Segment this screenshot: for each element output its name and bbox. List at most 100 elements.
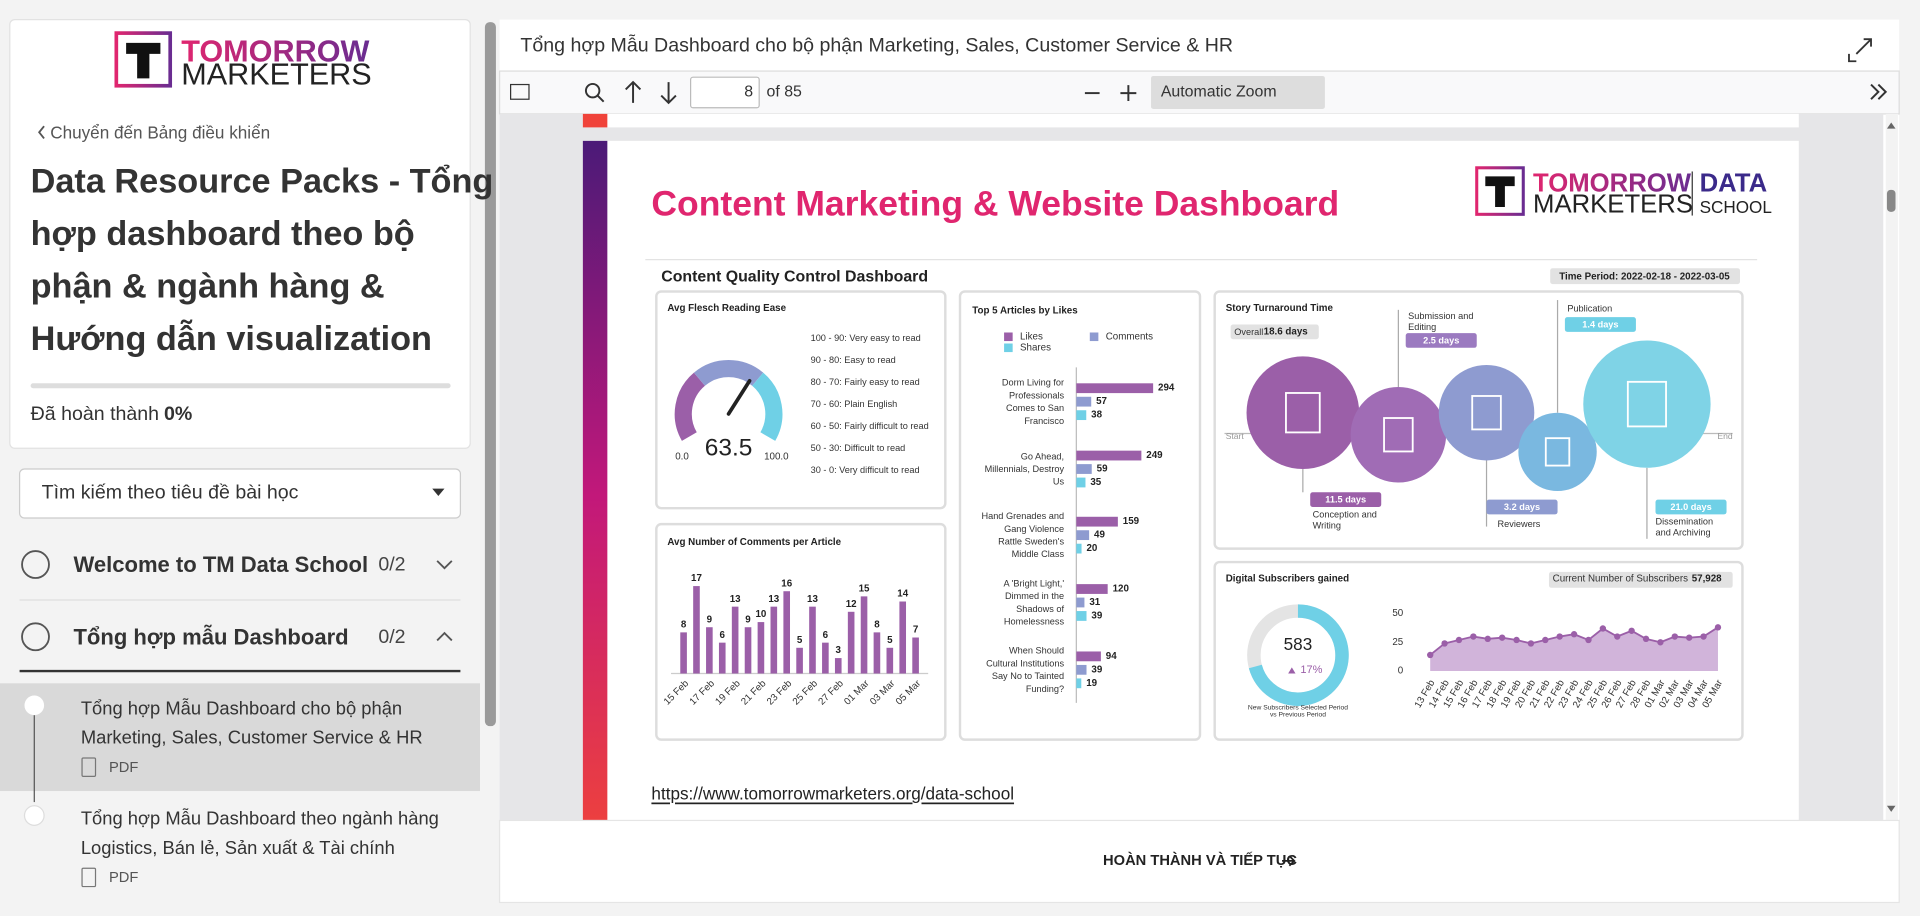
gauge-legend: 90 - 80: Easy to read bbox=[811, 355, 896, 365]
bar-label: 57 bbox=[1096, 396, 1107, 407]
bar bbox=[1076, 678, 1082, 689]
logo-text: TOMORROW bbox=[1533, 170, 1692, 198]
article-title: Professionals bbox=[1009, 390, 1064, 400]
bar bbox=[744, 627, 752, 674]
stage-value: 1.4 days bbox=[1582, 320, 1618, 330]
search-box[interactable] bbox=[18, 468, 462, 519]
section-title[interactable]: Tổng hợp mẫu Dashboard bbox=[73, 624, 348, 649]
stage-circle bbox=[1246, 356, 1360, 470]
pdf-icon bbox=[81, 757, 97, 777]
bar-label: 3 bbox=[836, 645, 842, 656]
page-number: 8 bbox=[744, 83, 753, 100]
complete-button[interactable]: HOÀN THÀNH VÀ TIẾP TỤC bbox=[1103, 852, 1297, 869]
gauge-band bbox=[674, 372, 706, 441]
zoom-select[interactable] bbox=[1151, 75, 1325, 110]
collapse-chevron[interactable] bbox=[436, 631, 453, 642]
point bbox=[1527, 640, 1535, 647]
bar-label: 294 bbox=[1158, 383, 1175, 394]
bar-label: 6 bbox=[720, 630, 726, 641]
article-title: Francisco bbox=[1024, 416, 1064, 426]
point bbox=[1570, 631, 1578, 638]
stage-badge bbox=[1310, 492, 1382, 507]
back-chevron[interactable] bbox=[38, 125, 45, 139]
point bbox=[1585, 636, 1592, 644]
article-title: Dimmed in the bbox=[1005, 591, 1064, 601]
pdf-icon bbox=[81, 867, 97, 888]
button-arrow bbox=[1282, 855, 1296, 867]
stage-label: Dissemination bbox=[1656, 517, 1714, 527]
link[interactable]: https://www.tomorrowmarketers.org/data-s… bbox=[651, 784, 1014, 804]
expand-chevron[interactable] bbox=[436, 560, 453, 570]
gauge-legend: 60 - 50: Fairly difficult to read bbox=[811, 421, 929, 431]
bar bbox=[706, 627, 713, 674]
logo-text: SCHOOL bbox=[1700, 197, 1772, 217]
active-lesson[interactable] bbox=[0, 683, 480, 792]
panel-title: Story Turnaround Time bbox=[1226, 303, 1334, 314]
find-button[interactable] bbox=[584, 82, 601, 99]
article-title: Us bbox=[1053, 477, 1065, 487]
course-title: Hướng dẫn visualization bbox=[31, 318, 432, 358]
zoom-level: Automatic Zoom bbox=[1161, 83, 1277, 100]
legend-label: Likes bbox=[1020, 331, 1043, 342]
lesson-title: Marketing, Sales, Customer Service & HR bbox=[81, 727, 423, 748]
bar bbox=[834, 658, 842, 674]
bar-label: 10 bbox=[755, 609, 766, 620]
point bbox=[1427, 651, 1434, 659]
stage-value: 3.2 days bbox=[1504, 502, 1540, 512]
point bbox=[1657, 639, 1664, 646]
bar bbox=[1076, 584, 1108, 594]
page-input[interactable] bbox=[690, 76, 760, 109]
lesson-status bbox=[23, 805, 45, 826]
logo-text: TOMORROW bbox=[181, 34, 369, 68]
panel-title: Avg Number of Comments per Article bbox=[667, 537, 841, 548]
back-link[interactable]: Chuyển đến Bảng điều khiển bbox=[50, 122, 270, 142]
next-page[interactable] bbox=[660, 82, 677, 105]
y-tick-label: 25 bbox=[1392, 637, 1403, 648]
course-title: hợp dashboard theo bộ bbox=[31, 215, 415, 253]
fullscreen-button[interactable] bbox=[1848, 38, 1872, 63]
point bbox=[1484, 635, 1491, 643]
section-title[interactable]: Welcome to TM Data School bbox=[73, 552, 368, 577]
tools-menu[interactable] bbox=[1870, 83, 1888, 100]
stage-badge bbox=[1405, 333, 1477, 348]
logo-text: DATA bbox=[1700, 170, 1768, 198]
article-title: Go Ahead, bbox=[1021, 451, 1064, 461]
gauge-legend: 100 - 90: Very easy to read bbox=[811, 333, 921, 343]
sidebar-toggle[interactable] bbox=[510, 83, 530, 100]
zoom-in[interactable] bbox=[1120, 85, 1137, 102]
article-title: Millennials, Destroy bbox=[985, 464, 1065, 474]
legend-label: Shares bbox=[1020, 342, 1051, 353]
dashboard-title: Content Marketing & Website Dashboard bbox=[651, 183, 1339, 223]
kpi-change: 17% bbox=[1300, 664, 1322, 676]
progress-value: 0% bbox=[164, 403, 192, 425]
stage-label: Writing bbox=[1313, 520, 1341, 530]
lesson-type: PDF bbox=[109, 760, 138, 776]
badge bbox=[1230, 324, 1319, 340]
panel-title: Digital Subscribers gained bbox=[1226, 574, 1349, 585]
stage-circle bbox=[1350, 386, 1447, 483]
pdf-scrollbar[interactable] bbox=[1886, 189, 1896, 212]
bar bbox=[680, 632, 687, 674]
point bbox=[1599, 625, 1607, 632]
lesson-status bbox=[24, 695, 45, 716]
bar-label: 31 bbox=[1089, 597, 1100, 608]
legend-swatch bbox=[1004, 332, 1013, 342]
page-strip bbox=[582, 140, 608, 821]
bar bbox=[1076, 477, 1086, 488]
legend-swatch bbox=[1089, 332, 1099, 342]
article-title: Funding? bbox=[1026, 684, 1064, 694]
bar bbox=[796, 647, 803, 674]
bar bbox=[886, 647, 894, 674]
bar-label: 15 bbox=[859, 584, 870, 595]
y-tick-label: 0 bbox=[1398, 666, 1404, 677]
bar bbox=[1076, 597, 1085, 608]
sidebar-scrollbar[interactable] bbox=[484, 22, 496, 727]
gauge-legend: 80 - 70: Fairly easy to read bbox=[811, 377, 920, 387]
point bbox=[1614, 633, 1621, 640]
bar bbox=[1076, 464, 1092, 474]
stage-label: and Archiving bbox=[1656, 528, 1711, 538]
previous-page bbox=[582, 113, 1799, 128]
bar-label: 7 bbox=[913, 625, 919, 636]
bar-label: 59 bbox=[1097, 464, 1108, 475]
prev-page[interactable] bbox=[625, 80, 642, 103]
